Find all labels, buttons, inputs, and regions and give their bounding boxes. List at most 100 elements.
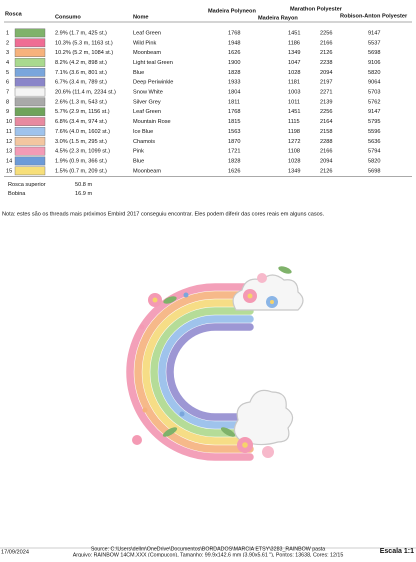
thread-code: 2164 — [320, 119, 332, 125]
thread-code: 5636 — [368, 139, 380, 145]
thread-code: 1626 — [228, 50, 240, 56]
note: Nota: estes são os threads mais próximos… — [2, 211, 325, 217]
thread-code: 1948 — [228, 40, 240, 46]
thread-code: 1563 — [228, 129, 240, 135]
thread-swatch — [14, 48, 46, 57]
thread-number: 1 — [6, 30, 9, 36]
thread-number: 5 — [6, 70, 9, 76]
thread-usage: 1.9% (0.9 m, 366 st.) — [55, 158, 107, 164]
thread-usage: 6.8% (3.4 m, 974 st.) — [55, 119, 107, 125]
thread-code: 5596 — [368, 129, 380, 135]
thread-number: 9 — [6, 109, 9, 115]
thread-usage: 2.9% (1.7 m, 425 st.) — [55, 30, 107, 36]
thread-code: 1451 — [288, 109, 300, 115]
thread-swatch — [14, 127, 46, 136]
thread-code: 1028 — [288, 70, 300, 76]
thread-code: 1768 — [228, 30, 240, 36]
thread-code: 2158 — [320, 129, 332, 135]
thread-code: 2197 — [320, 80, 332, 86]
thread-code: 2126 — [320, 50, 332, 56]
thread-code: 1768 — [228, 109, 240, 115]
thread-usage: 3.0% (1.5 m, 295 st.) — [55, 139, 107, 145]
thread-name: Snow White — [133, 90, 163, 96]
thread-code: 5762 — [368, 99, 380, 105]
thread-code: 1811 — [228, 99, 240, 105]
thread-code: 1349 — [288, 168, 300, 174]
thread-code: 9147 — [368, 30, 380, 36]
footer-scale: Escala 1:1 — [380, 548, 414, 555]
thread-code: 2166 — [320, 40, 332, 46]
thread-code: 1349 — [288, 50, 300, 56]
thread-code: 1828 — [228, 70, 240, 76]
thread-number: 10 — [6, 119, 12, 125]
thread-code: 2094 — [320, 70, 332, 76]
thread-swatch — [14, 38, 46, 48]
total-label: Bobina — [8, 191, 26, 197]
thread-number: 11 — [6, 129, 12, 135]
thread-code: 2256 — [320, 109, 332, 115]
column-header: Madeira Polyneon — [208, 8, 256, 14]
column-header: Nome — [133, 14, 149, 20]
thread-number: 6 — [6, 80, 9, 86]
column-header: Consumo — [55, 14, 81, 20]
thread-swatch — [14, 156, 46, 166]
total-value: 16.9 m — [75, 191, 92, 197]
thread-code: 5794 — [368, 149, 380, 155]
thread-code: 5698 — [368, 168, 380, 174]
thread-code: 2256 — [320, 30, 332, 36]
design-preview — [126, 266, 304, 461]
thread-name: Chamois — [133, 139, 155, 145]
column-header: Marathon Polyester — [290, 6, 343, 12]
thread-number: 15 — [6, 168, 12, 174]
thread-number: 13 — [6, 149, 12, 155]
thread-name: Leaf Green — [133, 30, 161, 36]
thread-code: 2139 — [320, 99, 332, 105]
thread-code: 2126 — [320, 168, 332, 174]
thread-usage: 7.1% (3.6 m, 801 st.) — [55, 70, 107, 76]
thread-code: 5820 — [368, 70, 380, 76]
thread-code: 1804 — [228, 90, 240, 96]
thread-number: 4 — [6, 60, 9, 66]
thread-swatch — [14, 117, 46, 126]
thread-code: 9064 — [368, 80, 380, 86]
thread-usage: 2.6% (1.3 m, 543 st.) — [55, 99, 107, 105]
thread-number: 12 — [6, 139, 12, 145]
thread-swatch — [14, 77, 46, 87]
thread-code: 1451 — [288, 30, 300, 36]
thread-usage: 6.7% (3.4 m, 789 st.) — [55, 80, 107, 86]
footer-date: 17/09/2024 — [1, 549, 29, 555]
thread-code: 1272 — [288, 139, 300, 145]
thread-code: 1115 — [288, 119, 300, 125]
thread-swatch — [14, 97, 46, 107]
thread-code: 9147 — [368, 109, 380, 115]
thread-name: Moonbeam — [133, 50, 161, 56]
thread-code: 1181 — [288, 80, 300, 86]
thread-code: 9106 — [368, 60, 380, 66]
thread-code: 1815 — [228, 119, 240, 125]
thread-code: 5795 — [368, 119, 380, 125]
thread-swatch — [14, 136, 46, 146]
thread-code: 5703 — [368, 90, 380, 96]
thread-code: 2288 — [320, 139, 332, 145]
thread-code: 2271 — [320, 90, 332, 96]
thread-name: Light teal Green — [133, 60, 173, 66]
thread-code: 1198 — [288, 129, 300, 135]
thread-name: Silver Grey — [133, 99, 161, 105]
thread-swatch — [14, 58, 46, 67]
thread-swatch — [14, 146, 46, 156]
thread-code: 2166 — [320, 149, 332, 155]
thread-usage: 1.5% (0.7 m, 209 st.) — [55, 168, 107, 174]
thread-number: 14 — [6, 158, 12, 164]
thread-number: 8 — [6, 99, 9, 105]
thread-name: Blue — [133, 70, 144, 76]
footer-file: Arquivo: RAINBOW 14CM.XXX (Compucon), Ta… — [73, 552, 344, 557]
thread-code: 5820 — [368, 158, 380, 164]
thread-number: 2 — [6, 40, 9, 46]
thread-usage: 10.3% (5.3 m, 1163 st.) — [55, 40, 113, 46]
thread-usage: 10.2% (5.2 m, 1084 st.) — [55, 50, 113, 56]
thread-code: 1626 — [228, 168, 240, 174]
thread-code: 1003 — [288, 90, 300, 96]
thread-code: 1028 — [288, 158, 300, 164]
